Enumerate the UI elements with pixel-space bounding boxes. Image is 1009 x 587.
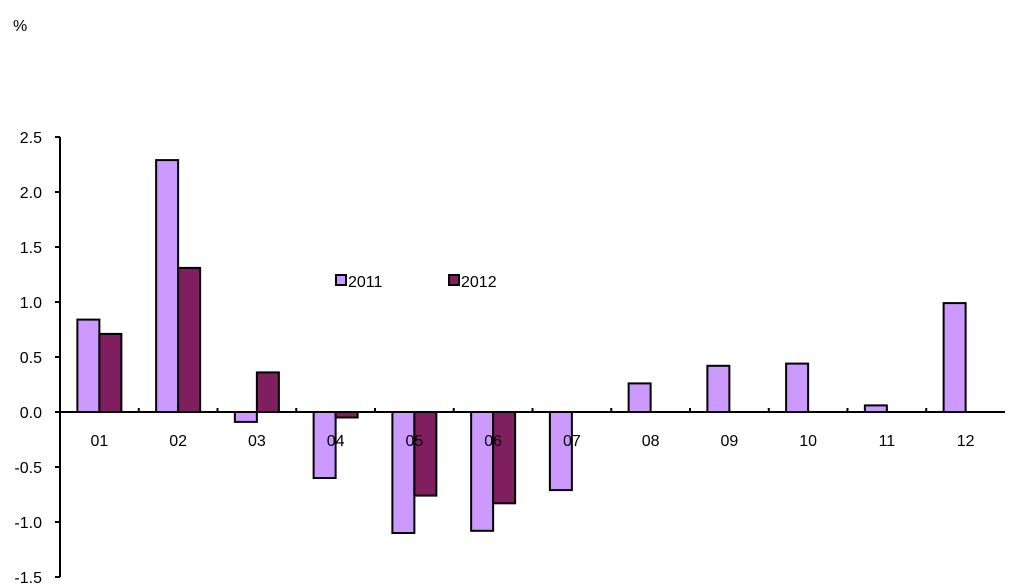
y-tick-label: 2.5 <box>20 130 42 147</box>
x-tick-label: 11 <box>879 433 896 450</box>
legend-swatch-2011 <box>335 274 347 286</box>
legend: 2011 2012 <box>335 274 497 291</box>
bar-2011-07 <box>548 411 573 492</box>
bar-2011-08 <box>627 382 652 413</box>
bar-2012-05 <box>413 411 438 497</box>
bar-2011-01 <box>76 318 101 414</box>
y-tick-label: -1.0 <box>14 515 42 532</box>
y-tick-label: -0.5 <box>14 460 42 477</box>
y-tick-label: 0.0 <box>20 405 42 422</box>
bar-2011-06 <box>470 411 495 532</box>
y-tick-label: -1.5 <box>14 570 42 587</box>
bar-2011-02 <box>155 159 180 413</box>
bar-2011-09 <box>706 364 731 413</box>
bar-2012-01 <box>98 332 123 413</box>
bar-2012-06 <box>492 411 517 505</box>
y-tick-label: 1.5 <box>20 240 42 257</box>
x-tick-label: 08 <box>642 433 660 450</box>
bars-group <box>76 159 967 534</box>
y-tick-label: 0.5 <box>20 350 42 367</box>
bar-2011-05 <box>391 411 416 534</box>
x-tick-label: 01 <box>90 433 108 450</box>
x-tick-label: 12 <box>957 433 975 450</box>
bar-2011-10 <box>785 362 810 414</box>
x-tick-label: 02 <box>169 433 187 450</box>
y-tick-label: 1.0 <box>20 295 42 312</box>
bar-2012-03 <box>255 371 280 413</box>
bar-2012-02 <box>177 266 202 413</box>
legend-label-2012: 2012 <box>461 274 497 291</box>
legend-label-2011: 2011 <box>348 274 383 291</box>
x-tick-label: 05 <box>405 433 423 450</box>
y-tick-label: 2.0 <box>20 185 42 202</box>
legend-swatch-2012 <box>448 274 460 286</box>
x-tick-label: 09 <box>720 433 738 450</box>
bar-2011-03 <box>233 411 258 423</box>
bar-2011-12 <box>942 302 967 414</box>
y-axis: 2.5 2.0 1.5 1.0 0.5 0.0 -0.5 -1.0 -1.5 <box>14 130 61 587</box>
x-tick-label: 03 <box>248 433 266 450</box>
x-tick-label: 10 <box>799 433 817 450</box>
x-axis: 01 02 03 04 05 06 07 08 09 10 11 12 <box>60 408 1005 450</box>
y-axis-unit-label: % <box>13 18 27 35</box>
x-tick-label: 07 <box>563 433 581 450</box>
x-tick-label: 06 <box>484 433 502 450</box>
x-tick-label: 04 <box>327 433 345 450</box>
